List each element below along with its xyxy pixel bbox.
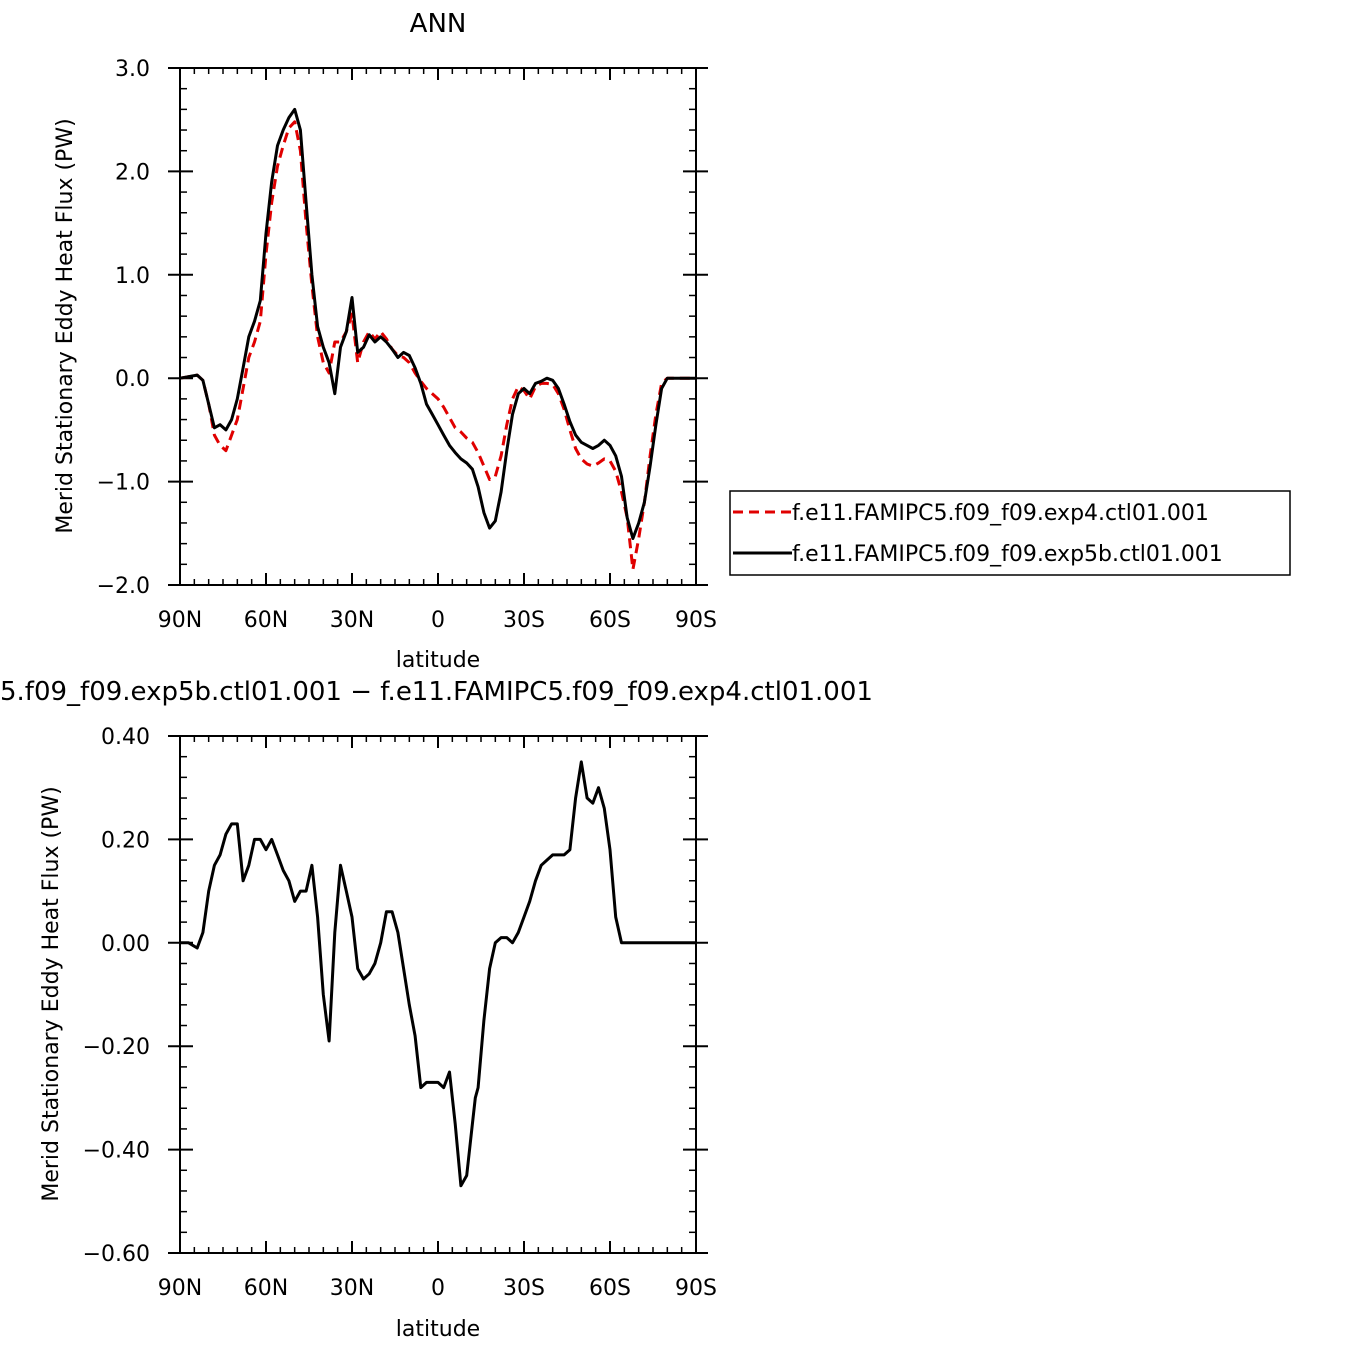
bottom-y-tick-label: 0.40 [101,725,150,750]
bottom-ticks: 90N 60N 30N 0 30S 60S 90S 0.40 0.20 0.00 −0.20 −0.4… [83,725,717,1301]
bottom-y-tick-label: −0.60 [83,1242,150,1267]
bottom-y-tick-label: 0.00 [101,932,150,957]
top-series-line-1 [179,107,696,540]
bottom-x-tick-label: 0 [431,1276,445,1301]
top-y-tick-label: 3.0 [115,57,150,82]
top-x-tick-label: 30N [330,608,374,633]
bottom-panel: 5.f09_f09.exp5b.ctl01.001 − f.e11.FAMIPC… [0,677,873,1342]
bottom-plot-area [180,760,696,1188]
legend: f.e11.FAMIPC5.f09_f09.exp4.ctl01.001 f.e… [729,490,1291,576]
top-x-tick-label: 90S [675,608,717,633]
legend-label-exp4: f.e11.FAMIPC5.f09_f09.exp4.ctl01.001 [792,501,1209,526]
bottom-chart-title: 5.f09_f09.exp5b.ctl01.001 − f.e11.FAMIPC… [0,677,873,707]
top-chart-title: ANN [410,9,467,39]
bottom-plot-frame [179,735,697,1254]
top-plot-area [179,107,696,571]
bottom-x-axis-label: latitude [396,1317,480,1342]
bottom-x-tick-label: 60S [589,1276,631,1301]
bottom-y-tick-label: 0.20 [101,828,150,853]
bottom-x-tick-label: 30S [503,1276,545,1301]
bottom-series-line-0 [180,760,696,1188]
top-panel: ANN 90N 60N 30N 0 30S 60S 90S 3.0 2.0 1.0 0.0 −1.0 −… [53,9,1291,673]
bottom-x-tick-label: 60N [244,1276,288,1301]
top-x-tick-label: 0 [431,608,445,633]
top-y-tick-label: 0.0 [115,367,150,392]
top-ticks: 90N 60N 30N 0 30S 60S 90S 3.0 2.0 1.0 0.0 −1.0 −2.0 [97,57,717,633]
top-x-tick-label: 60N [244,608,288,633]
top-plot-frame [179,67,697,586]
bottom-x-tick-label: 90S [675,1276,717,1301]
bottom-y-tick-label: −0.20 [83,1035,150,1060]
top-y-tick-label: −2.0 [97,574,150,599]
top-y-axis-label: Merid Stationary Eddy Heat Flux (PW) [53,118,78,533]
top-x-tick-label: 60S [589,608,631,633]
legend-box [729,490,1291,576]
top-y-tick-label: 2.0 [115,160,150,185]
top-x-tick-label: 90N [158,608,202,633]
bottom-x-tick-label: 90N [158,1276,202,1301]
bottom-y-tick-label: −0.40 [83,1139,150,1164]
legend-label-exp5b: f.e11.FAMIPC5.f09_f09.exp5b.ctl01.001 [792,542,1223,567]
bottom-x-tick-label: 30N [330,1276,374,1301]
top-series-line-0 [179,120,696,571]
top-x-tick-label: 30S [503,608,545,633]
bottom-y-axis-label: Merid Stationary Eddy Heat Flux (PW) [39,786,64,1201]
top-y-tick-label: 1.0 [115,264,150,289]
top-y-tick-label: −1.0 [97,471,150,496]
top-x-axis-label: latitude [396,648,480,673]
